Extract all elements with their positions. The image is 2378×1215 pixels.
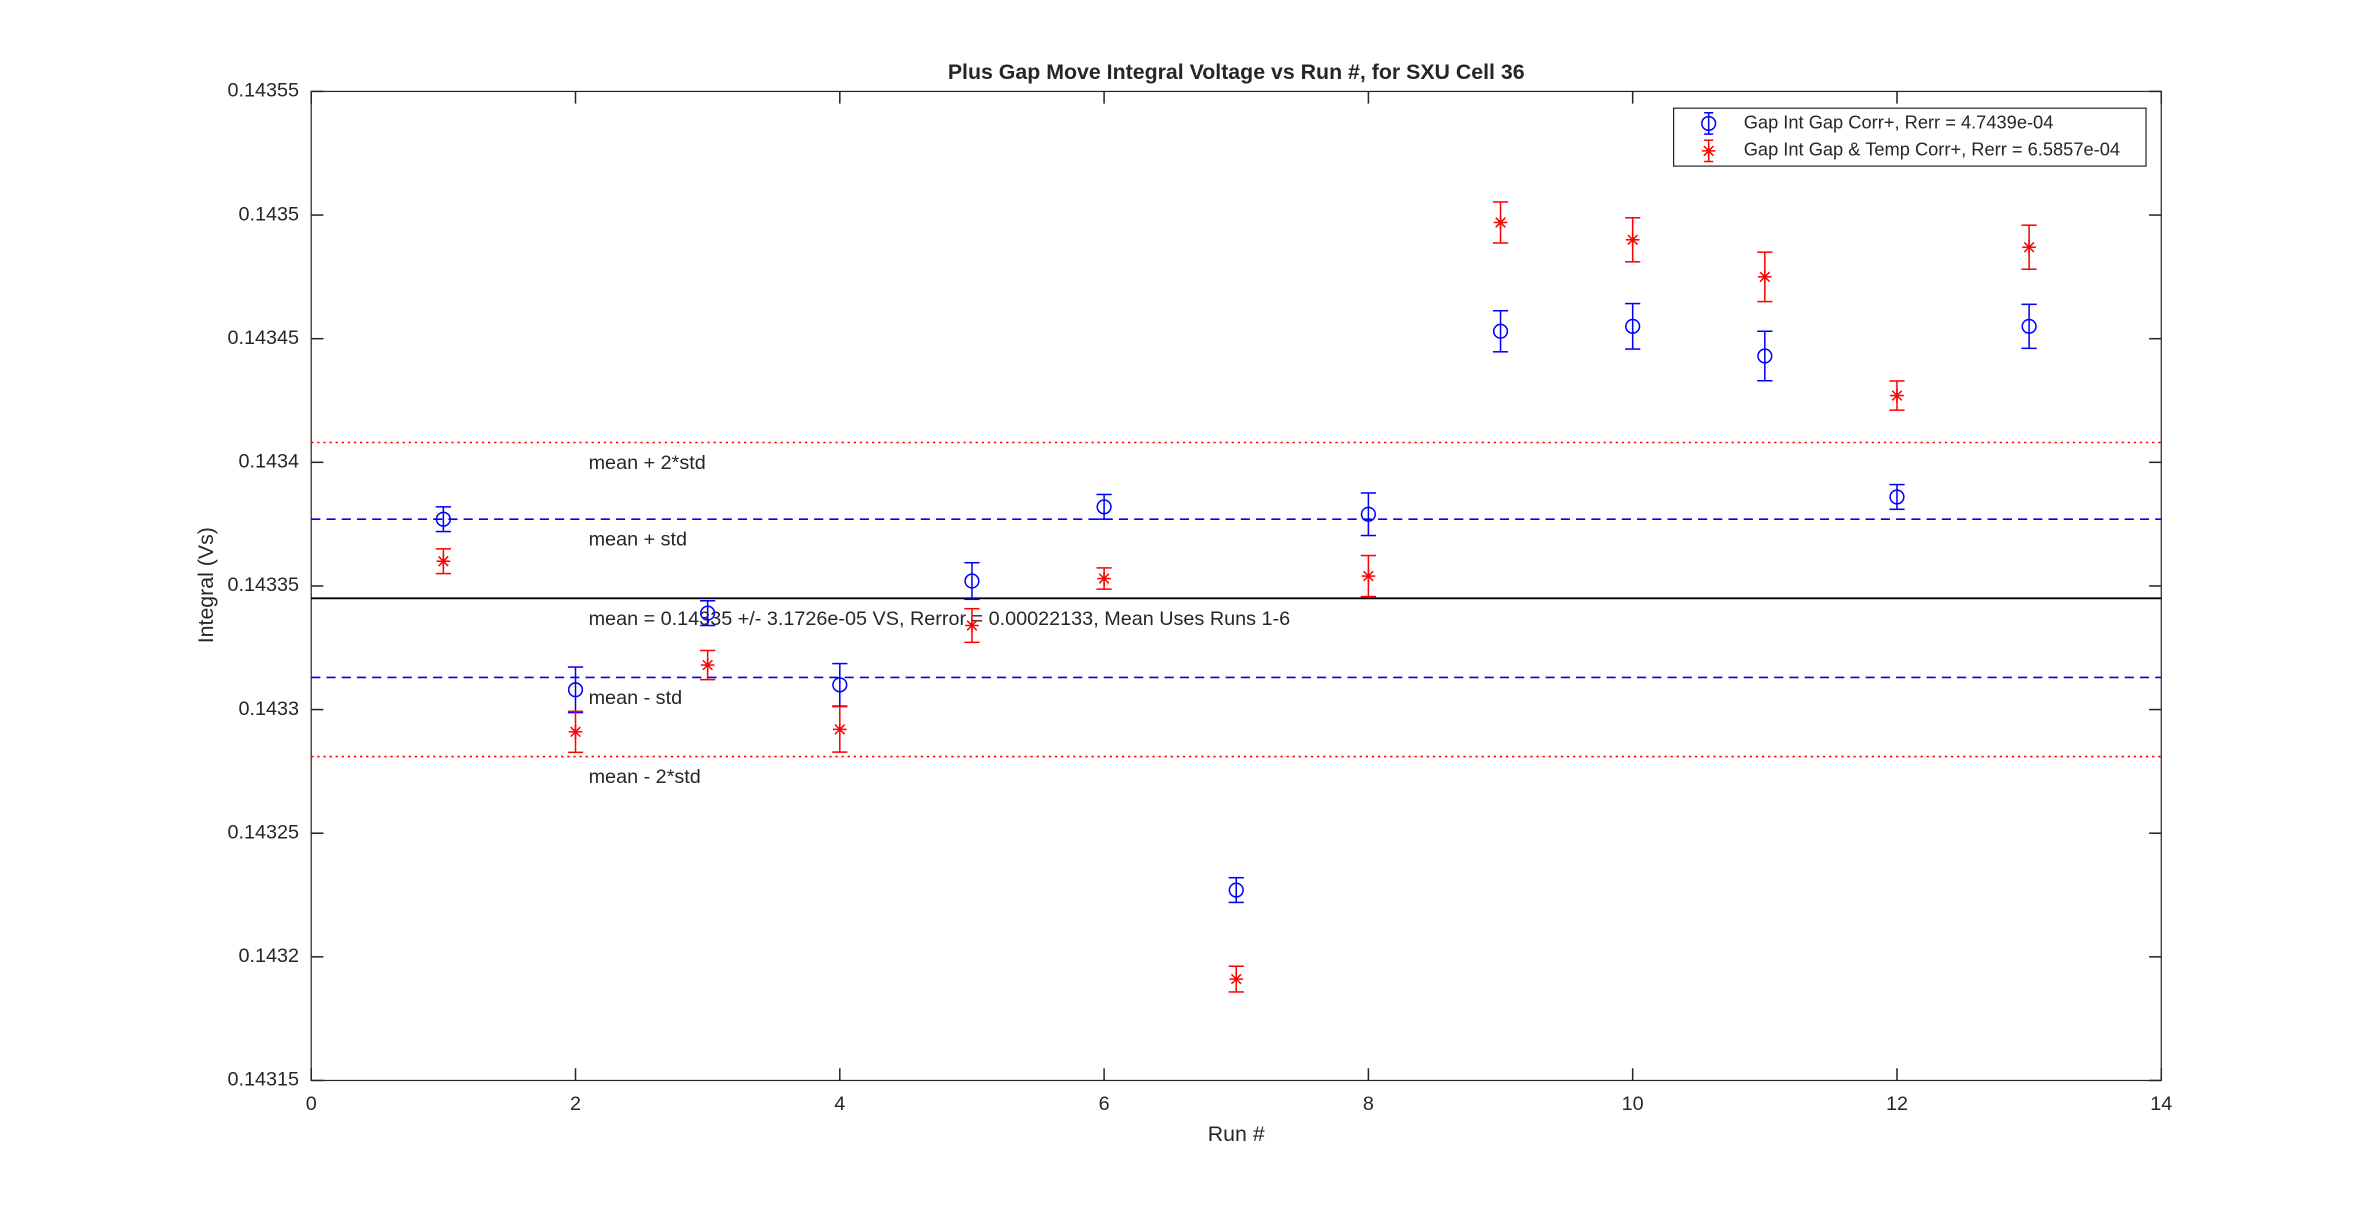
point xyxy=(832,722,847,737)
legend-marker xyxy=(1701,115,1717,132)
x-tick-label: 6 xyxy=(1099,1093,1110,1115)
point-stroke xyxy=(834,724,846,735)
point xyxy=(1757,348,1773,364)
point xyxy=(1493,215,1508,230)
reference-label: mean - std xyxy=(589,687,683,709)
point xyxy=(2021,318,2037,334)
point xyxy=(436,554,451,569)
error-bar xyxy=(435,506,451,533)
error-bar xyxy=(1492,309,1509,353)
chart-title: Plus Gap Move Integral Voltage vs Run #,… xyxy=(948,60,1525,84)
y-tick-label: 0.14355 xyxy=(227,80,299,102)
point xyxy=(1889,489,1905,505)
point xyxy=(567,682,584,698)
x-tick-label: 2 xyxy=(570,1093,581,1115)
point-stroke xyxy=(1627,234,1639,246)
y-tick-label: 0.14335 xyxy=(227,574,299,596)
legend-box xyxy=(1673,107,2147,167)
error-bar xyxy=(1096,493,1112,520)
error-bar xyxy=(1889,483,1905,511)
point-stroke xyxy=(1891,390,1903,401)
error-bar xyxy=(1625,302,1641,350)
point xyxy=(568,724,583,739)
x-tick-label: 12 xyxy=(1886,1093,1908,1115)
error-bar xyxy=(1360,492,1377,537)
error-bar xyxy=(2021,303,2037,350)
legend-label: Gap Int Gap & Temp Corr+, Rerr = 6.5857e… xyxy=(1744,139,2120,160)
x-tick-label: 14 xyxy=(2150,1093,2172,1115)
series xyxy=(435,302,2037,904)
point xyxy=(832,677,848,693)
reference-label: mean - 2*std xyxy=(589,766,701,788)
point-stroke xyxy=(2023,241,2035,253)
reference-label: mean = 0.14335 +/- 3.1726e-05 VS, Rerror… xyxy=(589,608,1291,630)
point-stroke xyxy=(1495,217,1506,228)
x-axis-label: Run # xyxy=(1208,1122,1265,1146)
point-stroke xyxy=(1703,145,1714,157)
legend: Gap Int Gap Corr+, Rerr = 4.7439e-04 Gap … xyxy=(1673,107,2147,167)
point-stroke xyxy=(570,726,581,738)
point xyxy=(1096,499,1112,515)
point-stroke xyxy=(1363,570,1374,582)
point xyxy=(1492,323,1509,339)
point-stroke xyxy=(1230,973,1242,985)
y-tick-label: 0.1433 xyxy=(238,698,299,720)
point-stroke xyxy=(438,555,449,567)
point xyxy=(700,658,715,672)
point xyxy=(1229,972,1244,986)
x-tick-label: 0 xyxy=(306,1093,317,1115)
point xyxy=(1625,318,1641,334)
point xyxy=(2022,240,2036,255)
point xyxy=(965,618,979,633)
point-stroke xyxy=(702,659,713,671)
y-tick-label: 0.14325 xyxy=(227,821,299,843)
y-tick-label: 0.1434 xyxy=(238,451,299,473)
x-tick-label: 10 xyxy=(1622,1093,1644,1115)
error-bar xyxy=(1228,876,1244,904)
point-stroke xyxy=(1759,271,1771,283)
point xyxy=(1757,270,1772,284)
error-bar xyxy=(1757,330,1773,382)
point xyxy=(435,511,451,527)
point xyxy=(1625,232,1640,247)
point xyxy=(964,573,980,589)
error-bar xyxy=(700,600,716,627)
point-stroke xyxy=(966,620,978,631)
reference-label: mean + std xyxy=(589,529,688,551)
legend-marker xyxy=(1701,144,1716,158)
point xyxy=(1228,882,1244,898)
x-tick-label: 8 xyxy=(1363,1093,1374,1115)
point-stroke xyxy=(1098,573,1110,584)
point xyxy=(1097,571,1111,586)
point xyxy=(1890,388,1904,403)
y-tick-label: 0.1432 xyxy=(238,945,299,967)
x-tick-label: 4 xyxy=(834,1093,845,1115)
point xyxy=(1360,506,1377,522)
point xyxy=(700,605,716,621)
point xyxy=(1361,569,1376,583)
error-bar xyxy=(964,561,980,601)
y-tick-label: 0.1435 xyxy=(238,203,299,225)
y-tick-label: 0.14315 xyxy=(227,1069,299,1091)
series xyxy=(435,201,2037,993)
y-axis-label: Integral (Vs) xyxy=(194,527,218,643)
y-tick-label: 0.14345 xyxy=(227,327,299,349)
reference-label: mean + 2*std xyxy=(589,452,706,474)
legend-label: Gap Int Gap Corr+, Rerr = 4.7439e-04 xyxy=(1744,111,2054,132)
